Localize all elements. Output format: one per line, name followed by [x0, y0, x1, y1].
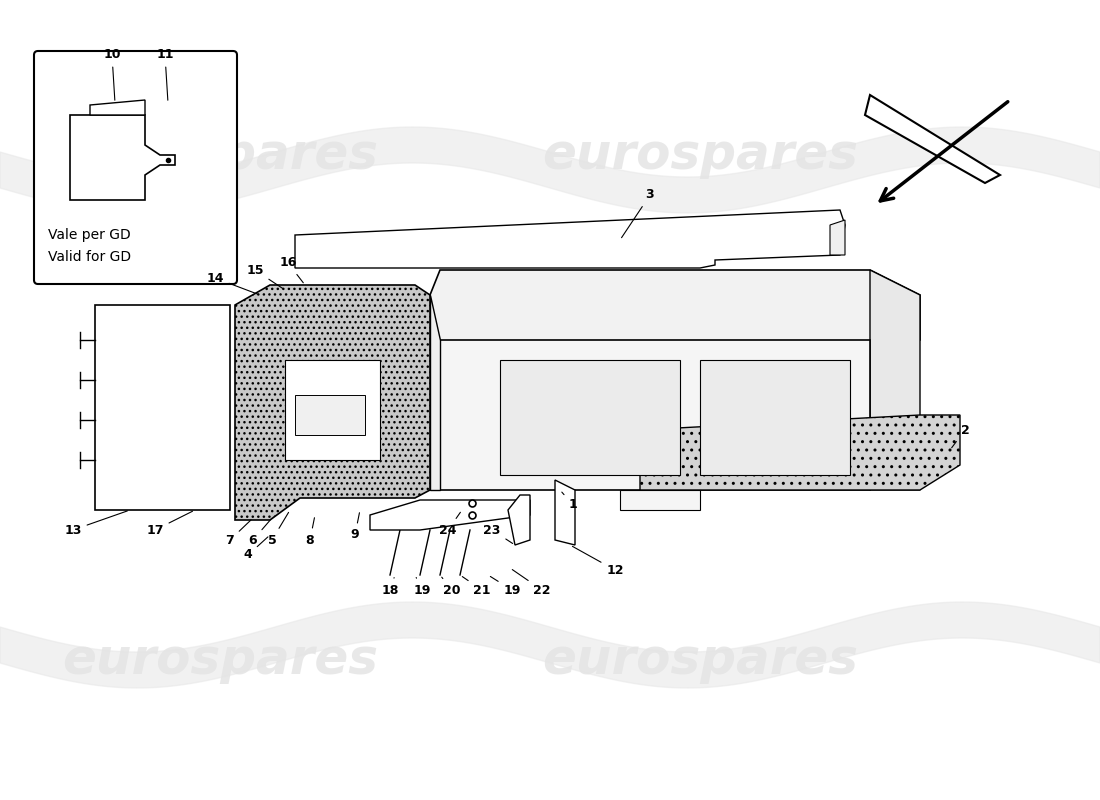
Polygon shape: [830, 220, 845, 255]
Text: 12: 12: [572, 546, 624, 577]
Polygon shape: [430, 295, 440, 490]
Polygon shape: [285, 360, 380, 460]
Polygon shape: [95, 305, 230, 510]
Polygon shape: [370, 500, 530, 530]
Polygon shape: [430, 270, 920, 350]
Text: Vale per GD: Vale per GD: [48, 228, 131, 242]
Polygon shape: [235, 285, 430, 520]
Text: 11: 11: [156, 49, 174, 100]
Text: eurospares: eurospares: [62, 131, 378, 179]
Polygon shape: [700, 360, 850, 475]
Text: 6: 6: [249, 520, 271, 546]
Text: 15: 15: [246, 263, 283, 289]
Text: 16: 16: [279, 257, 304, 283]
Text: 13: 13: [64, 511, 128, 537]
Text: 10: 10: [103, 49, 121, 100]
Text: eurospares: eurospares: [542, 131, 858, 179]
Text: 2: 2: [952, 423, 969, 448]
Polygon shape: [70, 115, 175, 200]
Text: 7: 7: [226, 520, 251, 546]
Text: 17: 17: [146, 511, 192, 537]
Text: 4: 4: [243, 537, 268, 562]
Text: 21: 21: [462, 577, 491, 597]
Text: 19: 19: [491, 577, 520, 597]
Text: 22: 22: [513, 570, 551, 597]
Text: 19: 19: [414, 578, 431, 597]
Text: 20: 20: [442, 577, 461, 597]
FancyBboxPatch shape: [34, 51, 236, 284]
Text: Valid for GD: Valid for GD: [48, 250, 131, 264]
Text: 24: 24: [439, 512, 461, 537]
Polygon shape: [90, 100, 145, 115]
Text: 1: 1: [562, 492, 578, 511]
Polygon shape: [640, 415, 960, 490]
Text: 3: 3: [621, 189, 654, 238]
Text: 5: 5: [267, 512, 288, 546]
Polygon shape: [295, 210, 845, 268]
Polygon shape: [870, 270, 920, 490]
Polygon shape: [500, 360, 680, 475]
Text: 18: 18: [382, 578, 398, 597]
Polygon shape: [620, 490, 700, 510]
Polygon shape: [295, 395, 365, 435]
Polygon shape: [430, 340, 870, 490]
Polygon shape: [508, 495, 530, 545]
Text: 23: 23: [483, 523, 513, 543]
Text: eurospares: eurospares: [62, 636, 378, 684]
Text: 8: 8: [306, 518, 315, 546]
Text: 9: 9: [351, 513, 360, 542]
Polygon shape: [556, 480, 575, 545]
Polygon shape: [865, 95, 1000, 183]
Text: eurospares: eurospares: [542, 636, 858, 684]
Text: 14: 14: [207, 271, 257, 294]
